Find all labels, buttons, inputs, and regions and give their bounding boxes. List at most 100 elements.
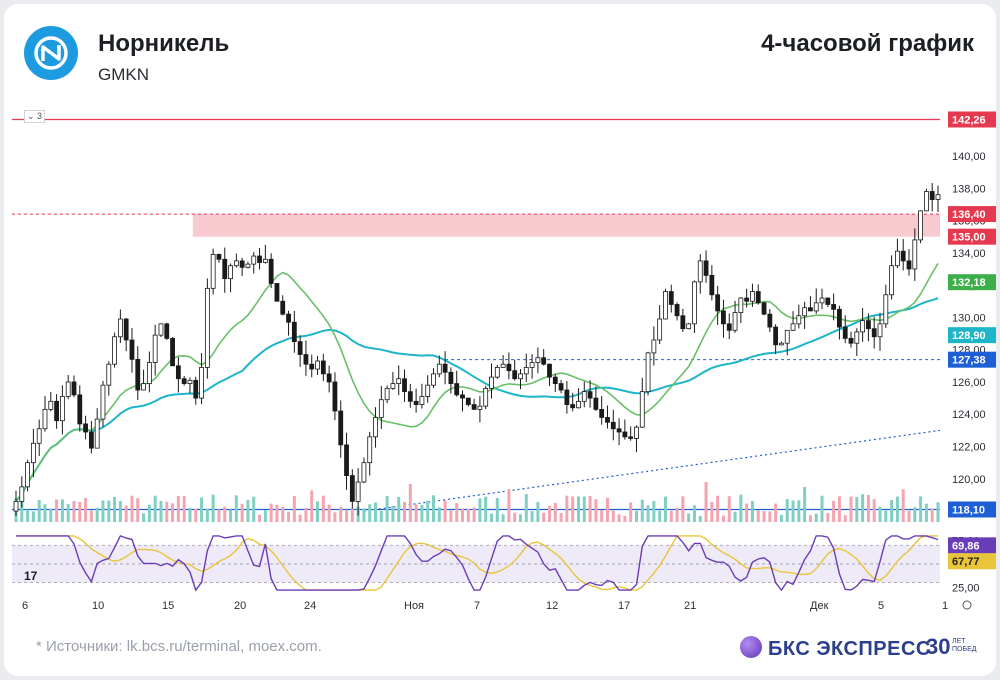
ma-tag: 132,18 bbox=[952, 277, 986, 289]
volume-bar bbox=[182, 496, 186, 522]
volume-bar bbox=[31, 511, 35, 522]
volume-bar bbox=[258, 514, 262, 522]
volume-bar bbox=[930, 508, 934, 522]
volume-bar bbox=[785, 499, 789, 522]
candle-body bbox=[286, 313, 291, 323]
volume-bar bbox=[611, 510, 615, 522]
volume-bar bbox=[321, 495, 325, 522]
level-tag: 118,10 bbox=[952, 504, 985, 516]
date-tick-label: 17 bbox=[618, 600, 630, 612]
candle-body bbox=[854, 331, 860, 344]
volume-bar bbox=[861, 494, 865, 522]
candle-body bbox=[291, 321, 297, 342]
volume-bar bbox=[803, 487, 807, 522]
candle-body bbox=[570, 404, 576, 409]
volume-bar bbox=[733, 511, 737, 522]
candle-body bbox=[106, 363, 112, 386]
candle-body bbox=[268, 258, 274, 284]
candle-body bbox=[779, 342, 784, 346]
volume-bar bbox=[20, 495, 24, 522]
volume-bar bbox=[640, 499, 644, 522]
volume-bar bbox=[669, 510, 673, 522]
candle-body bbox=[552, 376, 558, 384]
volume-bar bbox=[489, 513, 493, 522]
candle-body bbox=[918, 210, 924, 241]
volume-bar bbox=[420, 504, 424, 522]
volume-bar bbox=[495, 497, 499, 522]
volume-bar bbox=[652, 500, 656, 522]
candle-body bbox=[425, 384, 431, 397]
candle-body bbox=[175, 365, 181, 380]
volume-bar bbox=[919, 496, 923, 522]
level-tag-bg bbox=[948, 206, 996, 223]
volume-bar bbox=[663, 496, 667, 522]
level-tag-bg bbox=[948, 501, 996, 518]
candle-body bbox=[692, 281, 697, 325]
candle-body bbox=[755, 291, 761, 304]
candle-body bbox=[576, 400, 581, 409]
candle-body bbox=[761, 302, 767, 315]
candle-body bbox=[419, 396, 425, 405]
collapse-toggle[interactable]: ⌄ 3 bbox=[24, 110, 46, 123]
candle-body bbox=[13, 501, 19, 512]
candle-body bbox=[674, 304, 680, 317]
candle-body bbox=[790, 323, 796, 331]
volume-bar bbox=[791, 500, 795, 522]
volume-bar bbox=[565, 495, 569, 522]
date-tick-label: 10 bbox=[92, 600, 104, 612]
candle-body bbox=[199, 367, 204, 399]
candle-body bbox=[622, 431, 628, 438]
date-tick-label: 21 bbox=[684, 600, 696, 612]
volume-bar bbox=[292, 496, 296, 522]
volume-bar bbox=[240, 503, 244, 522]
candle-body bbox=[721, 310, 726, 325]
volume-bar bbox=[461, 508, 465, 522]
candle-body bbox=[181, 378, 187, 384]
volume-bar bbox=[768, 511, 772, 522]
candle-body bbox=[796, 315, 802, 325]
volume-bar bbox=[414, 504, 418, 522]
candle-body bbox=[146, 362, 152, 384]
volume-bar bbox=[588, 496, 592, 522]
candle-body bbox=[645, 352, 651, 393]
volume-bar bbox=[455, 503, 459, 522]
ma-tag-bg bbox=[948, 274, 996, 291]
candle-body bbox=[593, 397, 599, 410]
nornickel-logo bbox=[24, 26, 78, 80]
ma-fast-line bbox=[15, 262, 939, 502]
candle-body bbox=[831, 304, 837, 310]
volume-bar bbox=[118, 500, 122, 522]
candle-body bbox=[431, 373, 436, 386]
volume-bar bbox=[304, 507, 308, 522]
rsi-tag-bg bbox=[948, 537, 996, 554]
volume-bar bbox=[681, 496, 685, 522]
candle-body bbox=[280, 300, 286, 315]
volume-bar bbox=[89, 510, 93, 522]
candle-body bbox=[750, 291, 755, 302]
volume-bar bbox=[779, 514, 783, 522]
candle-body bbox=[222, 258, 228, 280]
volume-bar bbox=[872, 499, 876, 522]
candle-body bbox=[315, 360, 320, 370]
volume-bar bbox=[524, 494, 528, 522]
candle-body bbox=[703, 260, 709, 276]
candle-body bbox=[912, 239, 918, 270]
candle-body bbox=[65, 381, 71, 397]
candle-body bbox=[123, 318, 129, 341]
candle-body bbox=[523, 367, 529, 375]
volume-bar bbox=[379, 510, 383, 522]
price-chart[interactable]: 140,00138,00136,00134,00132,00130,00128,… bbox=[4, 4, 996, 624]
candle-body bbox=[489, 376, 494, 389]
rsi-signal-tag: 67,77 bbox=[952, 556, 980, 568]
candle-body bbox=[819, 297, 825, 304]
volume-bar bbox=[675, 507, 679, 522]
volume-bar bbox=[408, 484, 412, 522]
volume-bar bbox=[536, 502, 540, 522]
candle-body bbox=[802, 307, 808, 317]
volume-bar bbox=[913, 507, 917, 522]
candle-body bbox=[541, 357, 547, 365]
candle-body bbox=[634, 426, 639, 439]
volume-bar bbox=[333, 512, 337, 522]
level-tag-bg bbox=[948, 228, 996, 245]
volume-bar bbox=[397, 497, 401, 522]
